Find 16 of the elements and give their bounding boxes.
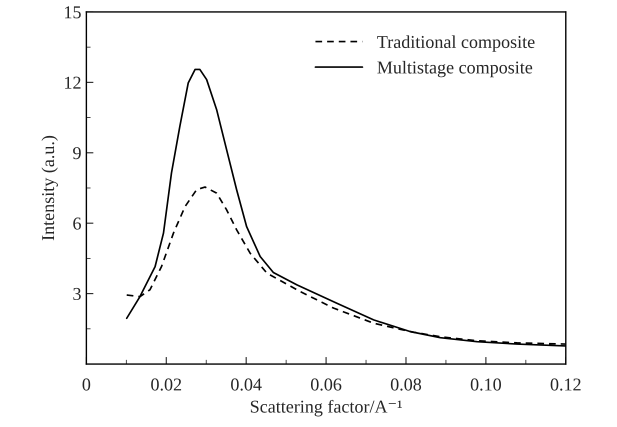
x-tick-label: 0 xyxy=(82,378,90,391)
x-tick-label: 0.08 xyxy=(390,378,422,391)
x-tick-label: 0.10 xyxy=(470,378,501,391)
y-tick-label: 3 xyxy=(73,288,81,300)
y-tick-label: 15 xyxy=(65,6,81,18)
x-tick-label: 0.02 xyxy=(151,378,182,391)
legend-label: Traditional composite xyxy=(377,35,535,52)
y-tick-label: 6 xyxy=(73,218,81,230)
x-tick-label: 0.04 xyxy=(231,378,262,391)
y-tick-label: 9 xyxy=(73,147,81,160)
x-tick-label: 0.06 xyxy=(310,378,342,391)
x-tick-label: 0.12 xyxy=(550,378,581,391)
y-tick-label: 12 xyxy=(65,76,81,89)
legend-label: Multistage composite xyxy=(377,60,532,78)
x-axis-title: Scattering factor/A⁻¹ xyxy=(250,400,402,416)
y-axis-title: Intensity (a.u.) xyxy=(41,136,58,240)
